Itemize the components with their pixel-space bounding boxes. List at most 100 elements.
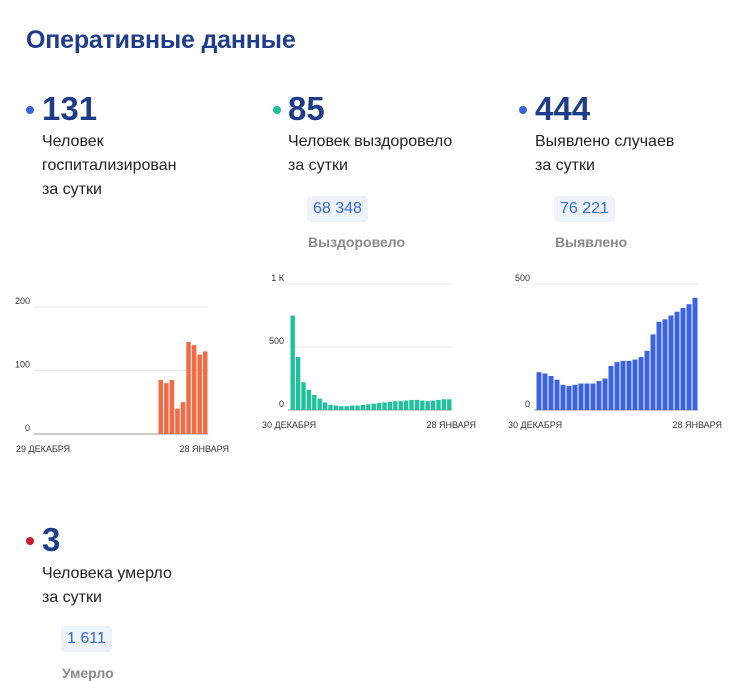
bar: [686, 304, 692, 410]
x-start-label: 30 ДЕКАБРЯ: [508, 420, 562, 430]
bar: [656, 321, 662, 410]
y-tick-label: 1 К: [271, 273, 285, 283]
bar: [638, 357, 644, 410]
dot-icon: [26, 537, 34, 545]
bar: [536, 372, 542, 410]
bar: [668, 315, 674, 410]
bar: [197, 354, 202, 434]
bar: [542, 373, 548, 410]
bar: [632, 359, 638, 410]
bar: [306, 389, 312, 410]
stat-desc-line: госпитализирован: [42, 157, 177, 174]
stat-value: 131: [42, 90, 98, 127]
y-tick-label: 0: [279, 399, 284, 409]
bar: [548, 375, 554, 410]
hospitalized-bar-chart: 0 100 200 29 ДЕКАБРЯ 28 ЯНВАРЯ: [15, 296, 229, 454]
bar: [650, 334, 656, 410]
bar: [602, 378, 608, 410]
x-end-label: 28 ЯНВАРЯ: [179, 444, 229, 454]
bar: [360, 404, 366, 410]
total-badge: 76 221: [554, 196, 615, 222]
bar: [355, 405, 360, 410]
bar: [584, 383, 590, 410]
y-tick-label: 0: [525, 399, 530, 409]
bar: [376, 403, 382, 410]
bar: [447, 399, 452, 410]
bar: [371, 403, 376, 410]
total-label: Умерло: [62, 665, 114, 681]
bar: [409, 399, 414, 410]
bar: [608, 365, 614, 410]
bar: [566, 386, 572, 410]
bar: [180, 402, 186, 434]
bar: [596, 381, 602, 410]
bar: [290, 315, 295, 410]
total-label: Выявлено: [555, 234, 628, 250]
dot-icon: [519, 106, 527, 114]
stat-desc-line: за сутки: [288, 157, 348, 174]
bar: [169, 380, 175, 434]
stat-desc-line: Выявлено случаев: [535, 133, 675, 150]
stat-value: 3: [42, 521, 61, 558]
bar: [680, 307, 686, 410]
bar: [620, 360, 626, 410]
bar: [191, 345, 197, 434]
stat-desc-line: за сутки: [535, 157, 595, 174]
y-tick-label: 200: [15, 296, 30, 306]
stat-desc-line: Человек выздоровело: [288, 133, 453, 150]
total-badge: 1 611: [61, 626, 112, 652]
bar: [393, 401, 398, 410]
x-start-label: 30 ДЕКАБРЯ: [262, 420, 316, 430]
bar: [441, 399, 447, 410]
bar: [164, 383, 169, 434]
bar: [590, 383, 596, 410]
bar: [425, 401, 430, 410]
bar: [317, 398, 322, 410]
bar: [692, 297, 698, 410]
bar: [614, 362, 620, 410]
bar: [158, 380, 164, 434]
bar: [403, 400, 409, 410]
bar: [572, 384, 578, 410]
recovered-bar-chart: 0 500 1 К 30 ДЕКАБРЯ 28 ЯНВАРЯ: [262, 273, 476, 430]
bar: [387, 401, 393, 410]
bar: [414, 399, 420, 410]
detected-bar-chart: 0 500 30 ДЕКАБРЯ 28 ЯНВАРЯ: [508, 273, 722, 430]
page-title: Оперативные данные: [26, 26, 296, 54]
bar: [560, 384, 566, 410]
x-end-label: 28 ЯНВАРЯ: [426, 420, 476, 430]
dot-icon: [26, 106, 34, 114]
bar: [578, 383, 584, 410]
bar: [349, 405, 355, 410]
bar: [339, 406, 344, 410]
total-label: Выздоровело: [308, 234, 406, 250]
dot-icon: [273, 106, 281, 114]
x-end-label: 28 ЯНВАРЯ: [672, 420, 722, 430]
bar: [554, 379, 560, 410]
stat-desc-line: Человека умерло: [42, 565, 172, 582]
bar: [202, 351, 208, 434]
bar: [295, 357, 301, 410]
stat-value: 85: [288, 90, 325, 127]
bar: [662, 319, 668, 410]
y-tick-label: 500: [269, 336, 284, 346]
bar: [644, 350, 650, 410]
bar: [436, 399, 441, 410]
bar: [398, 401, 403, 410]
stat-desc-line: Человек: [42, 133, 104, 150]
bar: [322, 402, 328, 410]
bar: [186, 341, 191, 434]
bar: [366, 404, 371, 410]
bar: [674, 311, 680, 410]
y-tick-label: 100: [15, 360, 30, 370]
stat-desc-line: за сутки: [42, 589, 102, 606]
y-tick-label: 0: [25, 423, 30, 433]
bar: [312, 394, 317, 410]
stat-value: 444: [535, 90, 591, 127]
stat-desc-line: за сутки: [42, 181, 102, 198]
y-tick-label: 500: [515, 273, 530, 283]
bar: [382, 402, 387, 410]
bar: [420, 400, 425, 410]
bar: [333, 405, 339, 410]
bar: [301, 382, 306, 410]
